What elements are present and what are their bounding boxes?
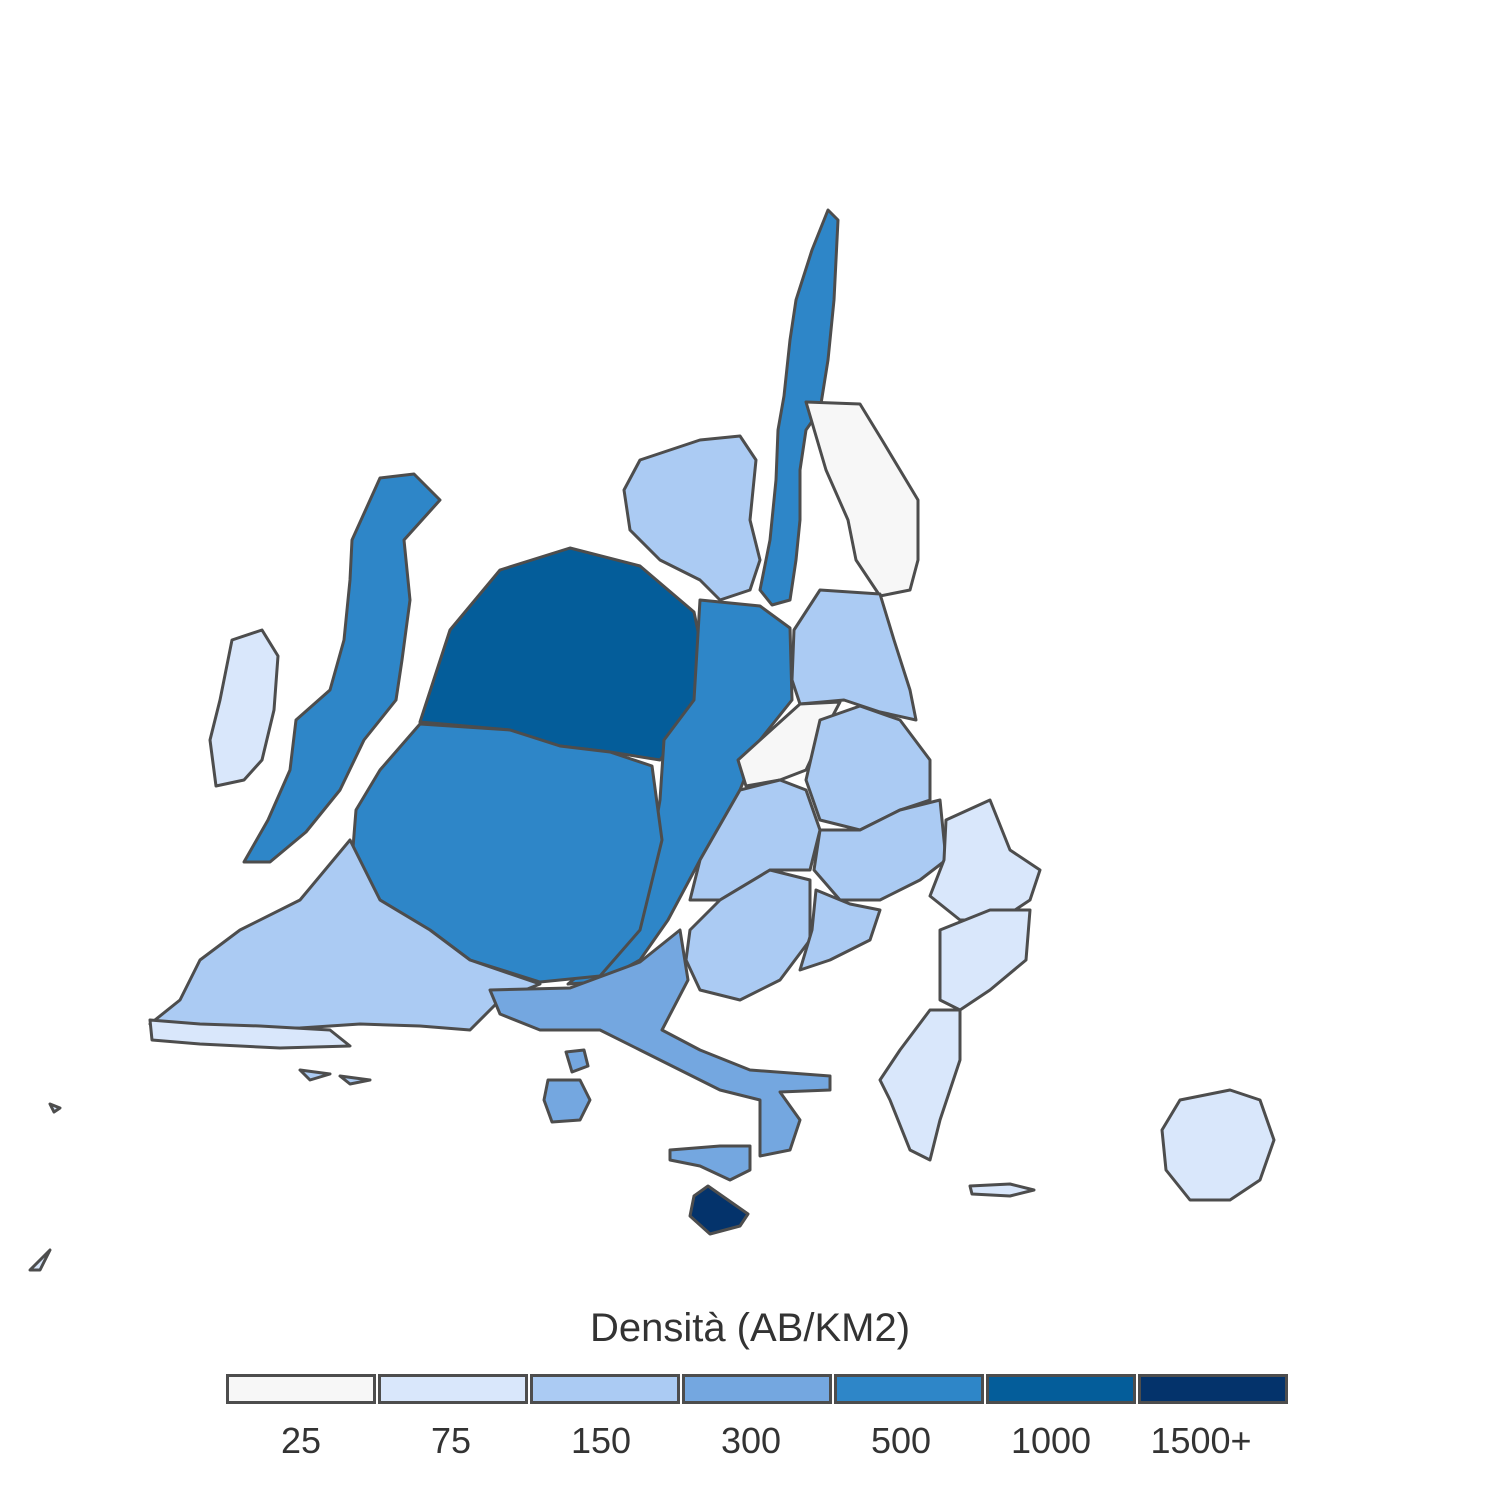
region-crete xyxy=(968,1182,1036,1198)
legend-label: 1000 xyxy=(1010,1420,1092,1461)
legend-label: 25 xyxy=(280,1420,322,1461)
region-balkans-west xyxy=(684,868,812,1002)
region-great-britain xyxy=(242,472,442,864)
region-greece-north xyxy=(938,908,1032,1012)
region-serbia-bulgaria xyxy=(798,888,882,972)
legend-swatch xyxy=(834,1374,984,1404)
legend-swatch xyxy=(530,1374,680,1404)
region-austria-hungary xyxy=(688,778,822,902)
region-italy xyxy=(488,928,832,1158)
region-norway-sweden xyxy=(758,208,840,607)
region-greece xyxy=(878,1008,962,1162)
region-baleares xyxy=(298,1068,372,1086)
region-benelux xyxy=(418,546,710,762)
legend-title: Densità (AB/KM2) xyxy=(589,1306,911,1350)
legend-swatch xyxy=(986,1374,1136,1404)
region-sicily xyxy=(668,1144,752,1182)
region-cyprus xyxy=(1160,1088,1276,1202)
region-denmark-south-sweden xyxy=(622,434,762,602)
region-sardinia xyxy=(542,1078,592,1124)
region-france-iberia xyxy=(148,838,542,1032)
legend-swatch xyxy=(226,1374,376,1404)
region-moldova-east xyxy=(928,798,1042,922)
legend-label: 500 xyxy=(870,1420,932,1461)
region-england-south xyxy=(350,722,664,984)
legend-color-bar xyxy=(226,1374,1290,1404)
region-portugal xyxy=(148,1018,352,1050)
legend-label: 150 xyxy=(570,1420,632,1461)
region-poland xyxy=(790,588,918,722)
legend-swatch xyxy=(378,1374,528,1404)
region-corsica xyxy=(564,1048,590,1074)
legend-label: 75 xyxy=(430,1420,472,1461)
region-romania xyxy=(812,798,948,902)
legend-swatch xyxy=(682,1374,832,1404)
region-finland xyxy=(804,400,920,598)
legend-swatch xyxy=(1138,1374,1288,1404)
legend-label: 1500+ xyxy=(1150,1420,1252,1461)
region-azores xyxy=(28,1102,62,1272)
region-ireland xyxy=(208,628,280,788)
region-malta xyxy=(688,1184,750,1236)
legend-labels: 25 75 150 300 500 1000 1500+ xyxy=(226,1420,1276,1462)
legend-label: 300 xyxy=(720,1420,782,1461)
